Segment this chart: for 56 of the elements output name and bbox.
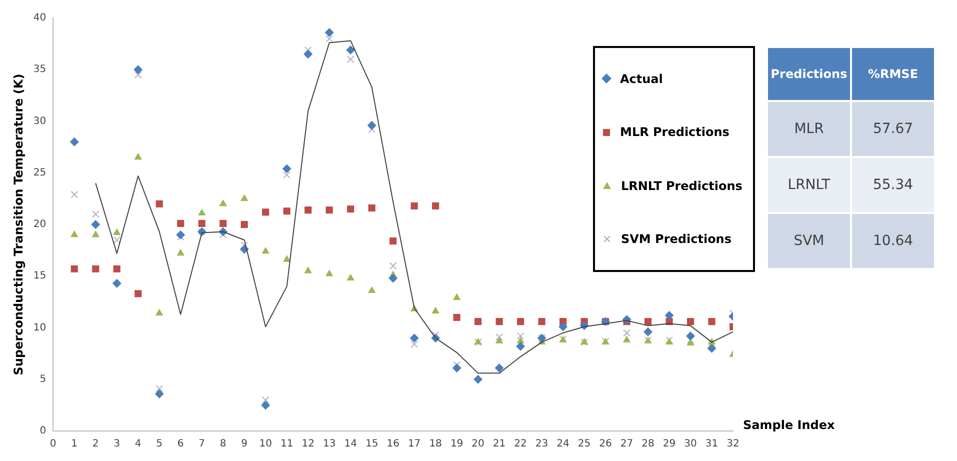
x-tick-label: 3	[114, 438, 120, 450]
x-tick-label: 32	[726, 438, 740, 450]
y-tick-label: 25	[33, 167, 46, 178]
y-tick-label: 5	[40, 374, 46, 385]
legend-label: Actual	[620, 72, 663, 86]
x-tick-label: 5	[156, 438, 163, 450]
x-tick-label: 20	[472, 438, 484, 450]
data-label: 55.34	[852, 158, 934, 212]
text: %RMSE	[852, 48, 934, 100]
x-tick-label: 21	[492, 438, 506, 450]
x-tick-label: 9	[241, 438, 248, 450]
x-tick-label: 10	[259, 438, 272, 450]
x-tick-label: 11	[280, 438, 294, 450]
x-tick-label: 23	[535, 438, 548, 450]
data-label: 57.67	[852, 102, 934, 156]
x-tick-label: 2	[92, 438, 99, 450]
x-tick-label: 31	[705, 438, 718, 450]
x-tick-label: 30	[684, 438, 697, 450]
y-tick-label: 40	[33, 12, 46, 24]
y-tick-label: 35	[33, 64, 46, 76]
x-tick-label: 16	[386, 438, 400, 450]
x-tick-label: 7	[198, 438, 206, 450]
y-tick-label: 30	[33, 116, 46, 127]
y-axis-title: Superconducting Transition Temperature (K)	[11, 74, 26, 376]
x-tick-label: 26	[599, 438, 612, 450]
x-tick-label: 29	[662, 438, 676, 450]
x-tick-label: 14	[344, 438, 357, 450]
x-tick-label: 25	[578, 438, 591, 450]
x-tick-label: 19	[450, 438, 464, 450]
category-label: MLR	[768, 102, 850, 156]
text: Predictions	[768, 48, 850, 100]
data-label: 10.64	[852, 214, 934, 268]
x-tick-label: 18	[429, 438, 442, 450]
legend-label: MLR Predictions	[620, 125, 730, 140]
x-tick-label: 8	[220, 438, 226, 450]
category-label: SVM	[768, 214, 850, 268]
x-tick-label: 12	[302, 438, 314, 450]
x-tick-label: 1	[71, 438, 78, 450]
x-tick-label: 6	[177, 438, 184, 450]
x-tick-label: 24	[556, 438, 570, 450]
y-tick-label: 10	[33, 322, 46, 334]
x-tick-label: 13	[322, 438, 336, 450]
x-tick-label: 27	[620, 438, 634, 450]
x-tick-label: 15	[365, 438, 378, 450]
x-tick-label: 17	[408, 438, 421, 450]
y-tick-label: 20	[33, 219, 46, 230]
x-tick-label: 22	[514, 438, 527, 450]
x-tick-label: 0	[50, 438, 56, 450]
x-tick-label: 4	[134, 438, 142, 450]
x-tick-label: 28	[642, 438, 654, 450]
legend-label: LRNLT Predictions	[621, 178, 742, 193]
y-tick-label: 15	[33, 270, 46, 282]
x-axis-title: Sample Index	[743, 418, 835, 432]
category-label: LRNLT	[768, 158, 850, 212]
legend-label: SVM Predictions	[621, 232, 732, 246]
y-tick-label: 0	[40, 426, 46, 437]
